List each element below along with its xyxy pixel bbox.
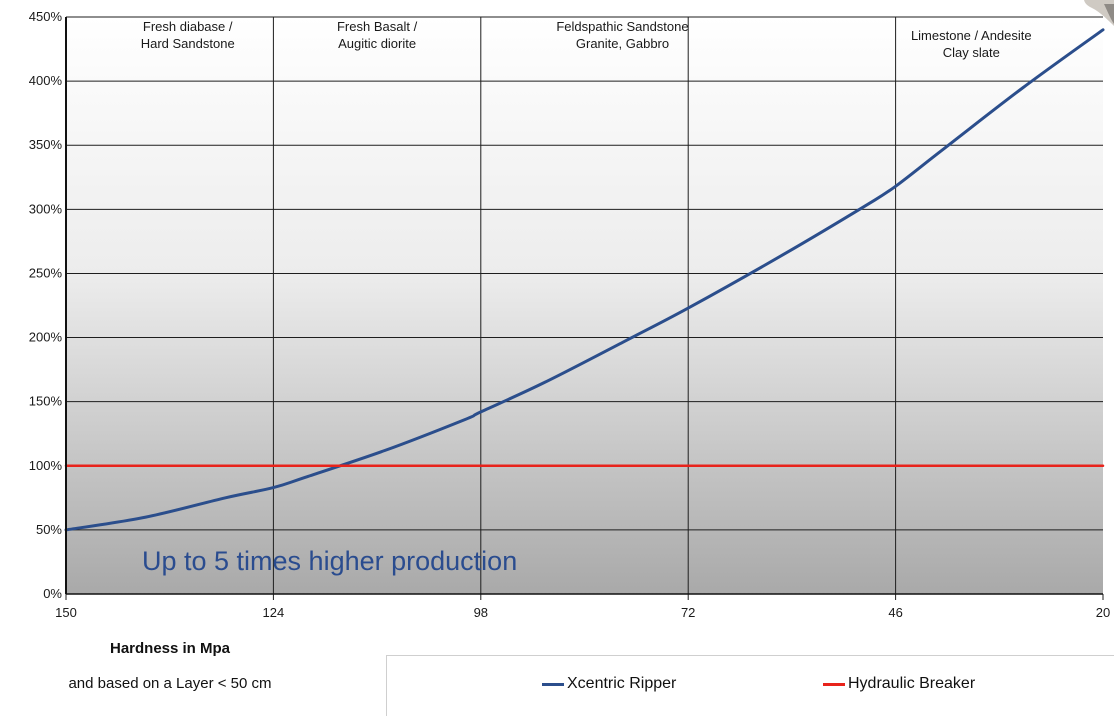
rock-category-label: Augitic diorite xyxy=(338,36,416,51)
series-line-xcentric-ripper xyxy=(64,28,1105,532)
legend-label-xcentric: Xcentric Ripper xyxy=(567,675,677,692)
rock-category-label: Hard Sandstone xyxy=(141,36,235,51)
corner-image-fragment xyxy=(1084,0,1114,26)
y-tick-label: 450% xyxy=(29,9,63,24)
x-tick-label: 150 xyxy=(55,605,77,620)
series-lines xyxy=(64,28,1105,532)
rock-category-label: Clay slate xyxy=(943,45,1000,60)
grid xyxy=(66,16,1103,594)
rock-category-label: Granite, Gabbro xyxy=(576,36,669,51)
y-tick-label: 350% xyxy=(29,137,63,152)
legend-item-xcentric-ripper: Xcentric Ripper xyxy=(542,675,676,693)
legend-swatch-hydraulic xyxy=(823,682,845,686)
x-tick-label: 46 xyxy=(888,605,902,620)
x-axis-label: Hardness in Mpa xyxy=(109,640,231,657)
rock-category-label: Fresh Basalt / xyxy=(337,19,418,34)
y-tick-label: 0% xyxy=(43,586,62,601)
y-tick-label: 150% xyxy=(29,394,63,409)
y-tick-label: 100% xyxy=(29,458,63,473)
y-tick-label: 200% xyxy=(29,330,63,345)
rock-category-label: Limestone / Andesite xyxy=(911,28,1032,43)
y-tick-label: 400% xyxy=(29,73,63,88)
legend-label-hydraulic: Hydraulic Breaker xyxy=(848,675,976,692)
x-tick-label: 20 xyxy=(1096,605,1110,620)
x-tick-label: 124 xyxy=(263,605,285,620)
plot-background xyxy=(66,17,1103,594)
legend-swatch-xcentric xyxy=(542,682,564,686)
chart-annotation: Up to 5 times higher production xyxy=(142,546,517,576)
rock-category-label: Fresh diabase / xyxy=(143,19,233,34)
x-tick-label: 72 xyxy=(681,605,695,620)
y-tick-label: 50% xyxy=(36,522,62,537)
legend-item-hydraulic-breaker: Hydraulic Breaker xyxy=(823,675,975,693)
y-tick-label: 300% xyxy=(29,201,63,216)
x-tick-label: 98 xyxy=(474,605,488,620)
y-tick-label: 250% xyxy=(29,265,63,280)
rock-category-labels: Fresh diabase / Hard Sandstone Fresh Basal… xyxy=(141,19,1032,60)
axes: 0% 50% 100% 150% 200% 250% 300% 350% 400% 450% 150… xyxy=(29,9,1110,620)
legend: Xcentric Ripper Hydraulic Breaker xyxy=(386,655,1114,716)
x-axis-note: and based on a Layer < 50 cm xyxy=(68,675,272,692)
rock-category-label: Feldspathic Sandstone xyxy=(556,19,688,34)
